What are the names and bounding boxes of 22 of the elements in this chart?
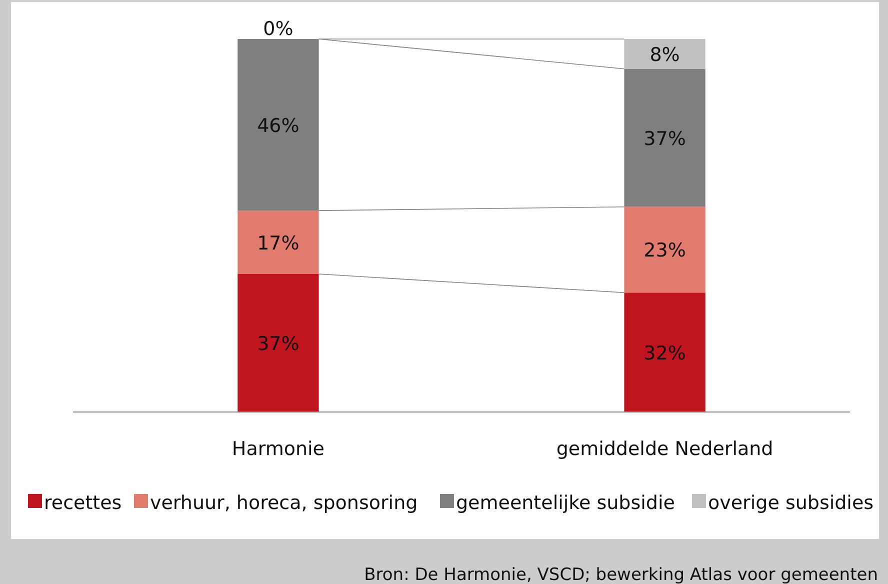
bar [624, 206, 706, 293]
bar [624, 68, 706, 207]
data-label: 37% [644, 128, 686, 150]
bar [238, 274, 319, 412]
data-label: 32% [644, 342, 686, 364]
data-label: 23% [644, 240, 686, 262]
data-label: 17% [257, 232, 300, 254]
x-tick-label: gemiddelde Nederland [556, 438, 774, 460]
bar [238, 39, 319, 211]
bar [624, 39, 706, 69]
data-label: 37% [257, 332, 300, 355]
data-label: 46% [257, 114, 300, 137]
legend-label: recettes [44, 492, 122, 514]
bar [238, 210, 319, 274]
data-label: 8% [650, 44, 680, 66]
legend-label: verhuur, horeca, sponsoring [150, 492, 418, 514]
legend-label: gemeentelijke subsidie [456, 492, 675, 514]
text: Bron: De Harmonie, VSCD; bewerking Atlas voor gemeenten [364, 565, 878, 584]
x-tick-label: Harmonie [232, 438, 324, 460]
data-label: 0% [263, 18, 294, 40]
bar [624, 292, 706, 412]
legend-label: overige subsidies [708, 492, 874, 514]
